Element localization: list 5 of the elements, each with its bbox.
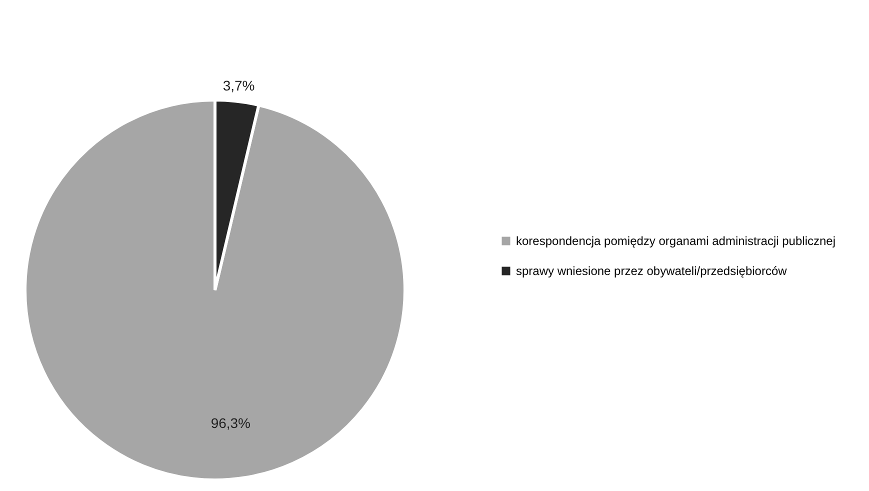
data-label: 3,7%: [222, 77, 255, 94]
pie-slice: [24, 98, 406, 482]
data-label: 96,3%: [210, 415, 251, 432]
legend-label: korespondencja pomiędzy organami administracji publicznej: [516, 234, 836, 248]
legend-label: sprawy wniesione przez obywateli/przedsiębiorców: [516, 264, 788, 278]
